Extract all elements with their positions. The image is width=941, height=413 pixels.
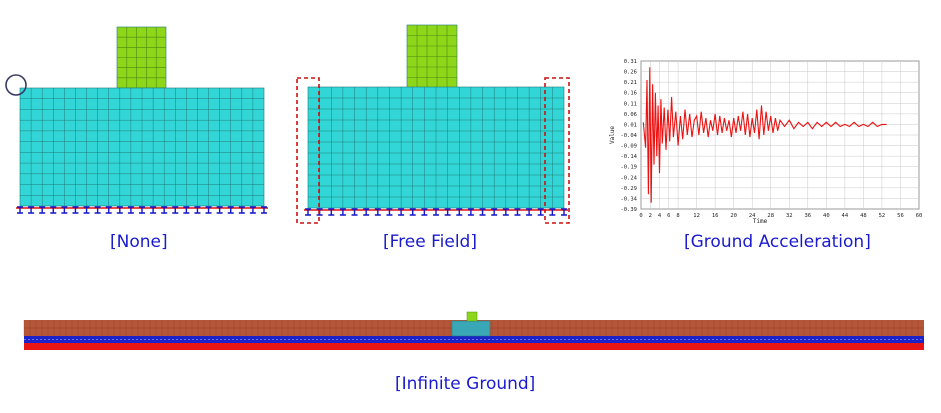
support-icon: [339, 208, 346, 216]
support-icon: [514, 208, 521, 216]
y-tick-label: 0.26: [624, 70, 637, 76]
y-tick-label: -0.29: [620, 186, 637, 192]
support-icon: [374, 208, 381, 216]
support-icon: [183, 206, 190, 214]
acceleration-series-line: [642, 67, 887, 203]
support-icon: [194, 206, 201, 214]
x-tick-label: 8: [676, 213, 679, 219]
support-icon: [363, 208, 370, 216]
y-tick-label: 0.06: [624, 112, 637, 118]
x-tick-label: 48: [860, 213, 867, 219]
corner-marker-circle: [5, 74, 27, 96]
support-icon: [28, 206, 35, 214]
ground-structure-block: [466, 311, 478, 322]
x-axis-label: Time: [753, 218, 768, 225]
model-none-panel: [0, 0, 290, 230]
support-icon: [537, 208, 544, 216]
x-tick-label: 4: [658, 213, 662, 219]
support-icon: [328, 208, 335, 216]
model-free-field-mesh: [296, 24, 570, 224]
x-tick-label: 28: [767, 213, 774, 219]
support-icon: [39, 206, 46, 214]
x-tick-label: 36: [804, 213, 811, 219]
support-icon: [261, 206, 267, 214]
x-tick-label: 44: [842, 213, 849, 219]
support-icon: [139, 206, 145, 214]
y-tick-label: 0.21: [624, 80, 637, 86]
support-icon: [409, 208, 416, 216]
support-icon: [549, 208, 556, 216]
x-tick-label: 20: [730, 213, 737, 219]
support-icon: [351, 208, 358, 216]
ground-lower-layer: [24, 343, 924, 350]
y-tick-label: -0.19: [620, 165, 637, 171]
support-icon: [561, 208, 567, 216]
support-icon: [127, 206, 134, 214]
caption-free-field: [Free Field]: [383, 232, 477, 252]
y-tick-label: 0.31: [624, 59, 637, 65]
acceleration-chart-svg: 0 2 4 6 8 12 16 20 24 28 32 36 40 44 48 52 56 600.310.260…: [609, 59, 923, 225]
support-icon: [386, 208, 393, 216]
y-tick-label: 0.16: [624, 91, 637, 97]
support-icon: [216, 206, 223, 214]
y-tick-label: -0.39: [620, 207, 637, 213]
caption-none: [None]: [110, 232, 168, 252]
support-icon: [433, 208, 439, 216]
caption-infinite-ground: [Infinite Ground]: [395, 374, 536, 394]
y-tick-label: -0.14: [620, 154, 637, 160]
support-icon: [421, 208, 428, 216]
x-tick-label: 24: [749, 213, 756, 219]
support-icon: [61, 206, 68, 214]
support-icon: [72, 206, 79, 214]
y-tick-label: -0.34: [620, 196, 637, 202]
ground-near-field-block: [451, 320, 491, 337]
y-tick-label: 0.01: [624, 122, 637, 128]
y-tick-label: 0.11: [624, 101, 637, 107]
support-icon: [467, 208, 474, 216]
support-icon: [238, 206, 245, 214]
support-icon: [227, 206, 234, 214]
x-tick-label: 52: [879, 213, 886, 219]
infinite-ground-model: [23, 311, 924, 350]
support-icon: [305, 208, 311, 216]
support-icon: [491, 208, 498, 216]
caption-ground-acceleration: [Ground Acceleration]: [684, 232, 871, 252]
model-none-mesh: [5, 26, 268, 214]
support-icon: [398, 208, 405, 216]
support-icon: [172, 206, 179, 214]
support-icon: [479, 208, 486, 216]
support-icon: [444, 208, 451, 216]
support-icon: [502, 208, 509, 216]
y-axis-label: Value: [609, 126, 616, 144]
free-field-column-left: [296, 77, 320, 224]
support-icon: [50, 206, 57, 214]
support-icon: [161, 206, 168, 214]
x-tick-label: 2: [649, 213, 652, 219]
support-icon: [17, 206, 23, 214]
x-tick-label: 60: [916, 213, 923, 219]
support-icon: [205, 206, 212, 214]
support-icon: [526, 208, 533, 216]
y-tick-label: -0.09: [620, 144, 637, 150]
ground-acceleration-chart: 0 2 4 6 8 12 16 20 24 28 32 36 40 44 48 52 56 60 0.31 0.26 0…: [605, 55, 930, 230]
x-tick-label: 6: [667, 213, 670, 219]
support-icon: [116, 206, 123, 214]
y-tick-label: -0.04: [620, 133, 637, 139]
support-icon: [249, 206, 256, 214]
x-tick-label: 56: [897, 213, 904, 219]
x-tick-label: 32: [786, 213, 793, 219]
support-icon: [83, 206, 90, 214]
support-icon: [94, 206, 101, 214]
x-tick-label: 40: [823, 213, 830, 219]
x-tick-label: 12: [693, 213, 700, 219]
support-icon: [456, 208, 463, 216]
y-tick-label: -0.24: [620, 175, 637, 181]
infinite-ground-panel: [0, 300, 941, 360]
support-icon: [105, 206, 112, 214]
x-tick-label: 0: [639, 213, 642, 219]
support-icon: [150, 206, 157, 214]
x-tick-label: 16: [712, 213, 719, 219]
model-free-field-panel: [290, 0, 580, 230]
